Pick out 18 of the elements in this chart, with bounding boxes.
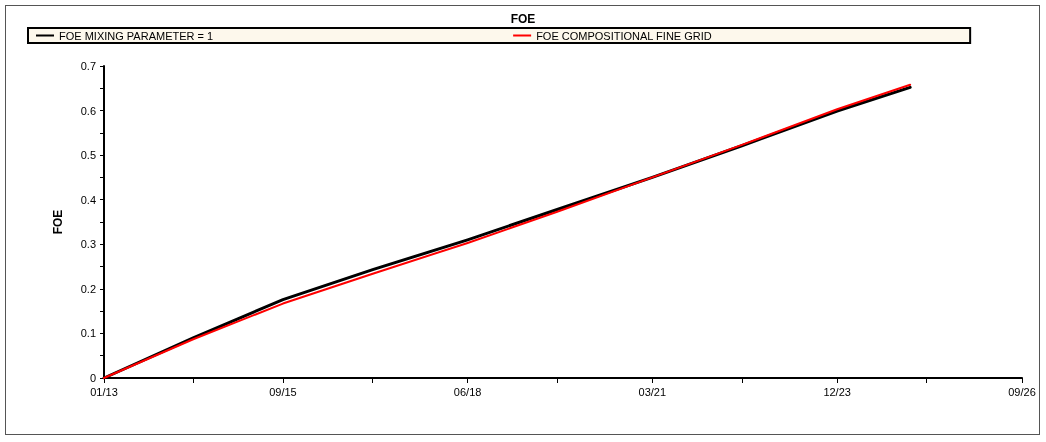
y-tick-label: 0.1 [80,327,96,340]
x-tick-label: 06/18 [453,385,482,398]
y-tick-label: 0.3 [80,238,96,251]
x-tick-label: 03/21 [638,385,667,398]
y-tick-label: 0.4 [80,193,96,206]
legend-label: FOE MIXING PARAMETER = 1 [59,29,214,42]
x-tick-label: 01/13 [90,385,118,398]
legend-label: FOE COMPOSITIONAL FINE GRID [536,29,712,42]
y-tick-label: 0.2 [80,282,96,295]
y-axis-title: FOE [51,209,65,235]
y-tick-label: 0.6 [80,104,96,117]
y-tick-label: 0 [89,372,96,384]
x-tick-label: 09/15 [269,385,297,398]
x-tick-label: 12/23 [823,385,851,398]
x-tick-label: 09/26 [1008,385,1036,398]
y-tick-label: 0.5 [80,149,96,162]
y-tick-label: 0.7 [80,60,96,72]
chart-title: FOE [510,12,536,26]
